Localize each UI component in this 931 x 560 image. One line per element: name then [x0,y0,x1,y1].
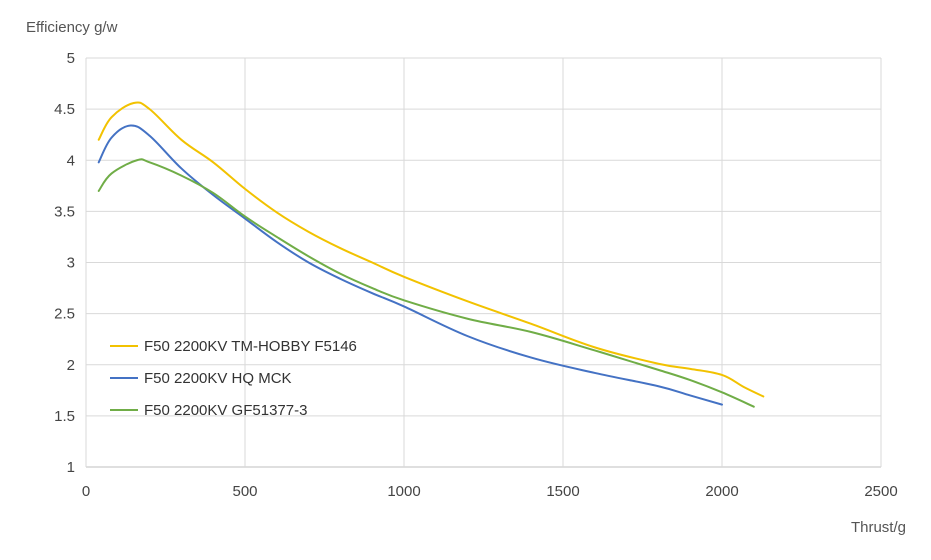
series-line-hq-mck [97,124,723,406]
y-tick-label: 3.5 [54,203,75,220]
series-lines [97,101,765,408]
y-tick-label: 4 [67,152,75,169]
grid-lines [85,57,882,468]
x-tick-label: 500 [232,483,257,500]
y-tick-label: 5 [67,50,75,67]
x-tick-label: 2500 [864,483,897,500]
legend-label-gf51377: F50 2200KV GF51377-3 [144,402,307,419]
series-line-tm-hobby [97,101,765,398]
y-tick-label: 1 [67,459,75,476]
x-tick-label: 2000 [705,483,738,500]
legend-label-tm-hobby: F50 2200KV TM-HOBBY F5146 [144,338,357,355]
y-tick-label: 1.5 [54,408,75,425]
legend-label-hq-mck: F50 2200KV HQ MCK [144,370,292,387]
tick-labels: 1 1.5 2 2.5 3 3.5 4 4.5 5 0 500 1000 1500 2000 2500 [54,50,898,500]
y-tick-label: 2 [67,357,75,374]
x-tick-label: 0 [82,483,90,500]
x-tick-label: 1000 [387,483,420,500]
y-tick-label: 3 [67,255,75,272]
series-line-gf51377 [97,158,755,408]
x-axis-title: Thrust/g [851,519,906,536]
y-tick-label: 4.5 [54,101,75,118]
y-axis-title: Efficiency g/w [26,19,118,36]
x-tick-label: 1500 [546,483,579,500]
legend: F50 2200KV TM-HOBBY F5146 F50 2200KV HQ … [110,338,357,419]
y-tick-label: 2.5 [54,306,75,323]
